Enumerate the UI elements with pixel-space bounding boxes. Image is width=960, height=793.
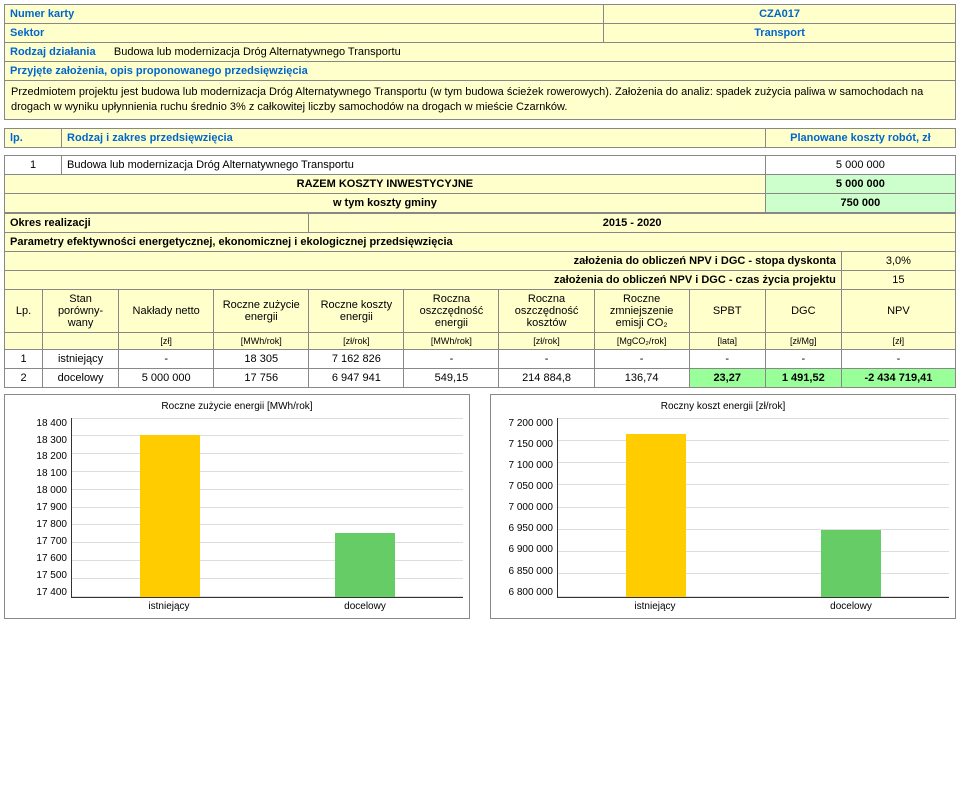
gmina-label: w tym koszty gminy — [5, 193, 766, 212]
cell-koszty: 6 947 941 — [309, 368, 404, 387]
cell-dgc: 1 491,52 — [765, 368, 841, 387]
cell-lp: 2 — [5, 368, 43, 387]
description: Przedmiotem projektu jest budowa lub mod… — [5, 81, 956, 120]
cell-koszty: 7 162 826 — [309, 349, 404, 368]
unit-spbt: [lata] — [689, 332, 765, 349]
cost-header: Planowane koszty robót, zł — [765, 128, 955, 147]
params-label: Parametry efektywności energetycznej, ek… — [5, 232, 956, 251]
cell-dgc: - — [765, 349, 841, 368]
scope-header: Rodzaj i zakres przedsięwzięcia — [62, 128, 766, 147]
period-label: Okres realizacji — [5, 213, 309, 232]
assumptions-label: Przyjęte założenia, opis proponowanego p… — [5, 62, 956, 81]
period-value: 2015 - 2020 — [309, 213, 956, 232]
col-co2: Roczne zmniejszenie emisji CO₂ — [594, 289, 689, 332]
scope-row-name: Budowa lub modernizacja Dróg Alternatywn… — [62, 155, 766, 174]
unit-zuzycie: [MWh/rok] — [214, 332, 309, 349]
col-state: Stan porówny- wany — [43, 289, 119, 332]
chart-cost-title: Roczny koszt energii [zł/rok] — [497, 401, 949, 412]
cell-naklady: 5 000 000 — [119, 368, 214, 387]
cell-spbt: 23,27 — [689, 368, 765, 387]
data-row: 1 istniejący - 18 305 7 162 826 - - - - … — [5, 349, 956, 368]
chart-cost: Roczny koszt energii [zł/rok] 7 200 0007… — [490, 394, 956, 619]
activity-label: Rodzaj działania — [10, 46, 96, 58]
cell-osz-e: - — [404, 349, 499, 368]
card-no-label: Numer karty — [5, 5, 604, 24]
total-label: RAZEM KOSZTY INWESTYCYJNE — [5, 174, 766, 193]
col-koszty: Roczne koszty energii — [309, 289, 404, 332]
lp-header: lp. — [5, 128, 62, 147]
chart-energy: Roczne zużycie energii [MWh/rok] 18 4001… — [4, 394, 470, 619]
chart-energy-yaxis: 18 40018 30018 20018 10018 00017 90017 8… — [11, 418, 71, 598]
cell-zuzycie: 18 305 — [214, 349, 309, 368]
npv-life-label: założenia do obliczeń NPV i DGC - czas ż… — [5, 270, 842, 289]
col-osz-e: Roczna oszczędność energii — [404, 289, 499, 332]
chart-energy-title: Roczne zużycie energii [MWh/rok] — [11, 401, 463, 412]
unit-osz-k: [zł/rok] — [499, 332, 594, 349]
col-zuzycie: Roczne zużycie energii — [214, 289, 309, 332]
scope-row-no: 1 — [5, 155, 62, 174]
activity-row: Rodzaj działania Budowa lub modernizacja… — [5, 43, 956, 62]
cell-spbt: - — [689, 349, 765, 368]
col-spbt: SPBT — [689, 289, 765, 332]
cell-npv: - — [841, 349, 955, 368]
cell-osz-k: - — [499, 349, 594, 368]
cell-naklady: - — [119, 349, 214, 368]
activity-value: Budowa lub modernizacja Dróg Alternatywn… — [114, 46, 401, 58]
col-naklady: Nakłady netto — [119, 289, 214, 332]
charts-row: Roczne zużycie energii [MWh/rok] 18 4001… — [4, 394, 956, 619]
unit-dgc: [zł/Mg] — [765, 332, 841, 349]
chart-cost-xaxis: istniejącydocelowy — [557, 601, 949, 612]
card-no-value: CZA017 — [604, 5, 956, 24]
col-osz-k: Roczna oszczędność kosztów — [499, 289, 594, 332]
data-row: 2 docelowy 5 000 000 17 756 6 947 941 54… — [5, 368, 956, 387]
col-dgc: DGC — [765, 289, 841, 332]
chart-energy-plot — [71, 418, 463, 598]
col-lp: Lp. — [5, 289, 43, 332]
cell-state: docelowy — [43, 368, 119, 387]
cell-state: istniejący — [43, 349, 119, 368]
gmina-value: 750 000 — [765, 193, 955, 212]
unit-naklady: [zł] — [119, 332, 214, 349]
cell-lp: 1 — [5, 349, 43, 368]
cell-co2: - — [594, 349, 689, 368]
scope-table: lp. Rodzaj i zakres przedsięwzięcia Plan… — [4, 128, 956, 213]
npv-life-value: 15 — [841, 270, 955, 289]
unit-co2: [MgCO₂/rok] — [594, 332, 689, 349]
scope-row-cost: 5 000 000 — [765, 155, 955, 174]
npv-rate-value: 3,0% — [841, 251, 955, 270]
params-table: Okres realizacji 2015 - 2020 Parametry e… — [4, 213, 956, 388]
col-npv: NPV — [841, 289, 955, 332]
unit-npv: [zł] — [841, 332, 955, 349]
sector-value: Transport — [604, 24, 956, 43]
chart-energy-xaxis: istniejącydocelowy — [71, 601, 463, 612]
unit-osz-e: [MWh/rok] — [404, 332, 499, 349]
npv-rate-label: założenia do obliczeń NPV i DGC - stopa … — [5, 251, 842, 270]
total-value: 5 000 000 — [765, 174, 955, 193]
chart-cost-yaxis: 7 200 0007 150 0007 100 0007 050 0007 00… — [497, 418, 557, 598]
header-table: Numer karty CZA017 Sektor Transport Rodz… — [4, 4, 956, 120]
cell-npv: -2 434 719,41 — [841, 368, 955, 387]
cell-zuzycie: 17 756 — [214, 368, 309, 387]
cell-osz-e: 549,15 — [404, 368, 499, 387]
cell-osz-k: 214 884,8 — [499, 368, 594, 387]
sector-label: Sektor — [5, 24, 604, 43]
unit-koszty: [zł/rok] — [309, 332, 404, 349]
cell-co2: 136,74 — [594, 368, 689, 387]
chart-cost-plot — [557, 418, 949, 598]
